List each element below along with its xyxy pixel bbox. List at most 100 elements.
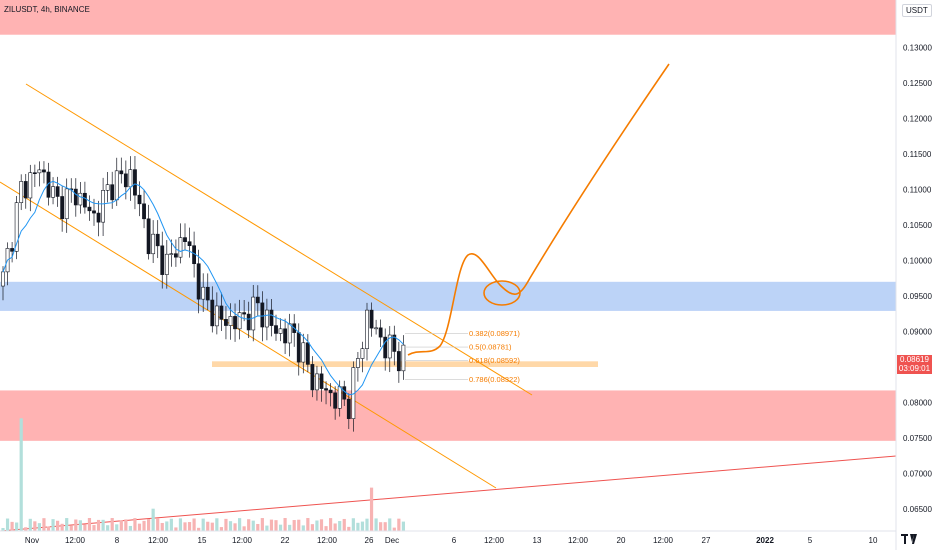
volume-bar [251,520,255,531]
currency-label[interactable]: USDT [902,4,932,17]
x-tick-label: 5 [808,536,813,545]
y-tick-label: 0.12500 [903,79,932,88]
candle-body [133,169,137,196]
candle-body [114,170,119,201]
fib-level-label: 0.5(0.08781) [469,343,512,352]
candle-body [201,286,206,300]
candle-body [92,210,96,214]
volume-bar [151,508,155,531]
x-tick-label: 12:00 [317,536,338,545]
candle-body [1,271,5,287]
tradingview-logo-icon[interactable] [900,531,924,545]
x-tick-label: 12:00 [568,536,589,545]
candle-body [160,245,165,275]
x-tick-label: 13 [533,536,542,545]
volume-bar [219,527,223,531]
volume-bar [142,520,146,531]
volume-bar [147,519,151,531]
volume-bar [128,525,132,531]
candle-body [110,184,115,201]
candle-body [324,388,328,391]
volume-bar [210,522,214,531]
candle-body [305,342,310,365]
volume-bar [379,522,383,531]
candle-body [296,332,301,363]
volume-bar [224,518,228,531]
support-zone [0,390,896,441]
volume-bar [15,522,19,531]
volume-bar [51,519,55,531]
volume-bar [274,520,278,531]
volume-bar [319,519,324,531]
volume-bar [197,527,201,531]
candle-body [246,313,251,331]
candle-body [10,248,15,252]
candle-body [378,327,383,338]
volume-bar [92,525,96,531]
x-tick-label: 12:00 [653,536,674,545]
candle-body [178,237,183,258]
volume-bar [96,519,101,531]
volume-bar [215,518,219,531]
volume-bar [369,487,374,531]
candle-body [119,170,124,175]
volume-bar [101,519,105,531]
fib-level-label: 0.786(0.08322) [469,375,520,384]
volume-bar [356,522,360,531]
candlesticks [1,155,406,432]
volume-bar [206,521,210,531]
volume-bar [374,518,378,531]
candle-body [383,336,388,359]
volume-bar [329,518,333,531]
candle-body [187,241,192,247]
volume-bar [392,527,396,531]
volume-bar [383,522,387,531]
candle-body [46,171,51,198]
volume-bar [137,523,142,531]
volume-bar [83,524,87,531]
volume-bar [19,418,23,531]
volume-bar [233,523,237,531]
candle-body [60,196,65,220]
candle-body [51,186,55,198]
y-tick-label: 0.09500 [903,292,932,301]
price-axis: 0.065000.070000.075000.080000.085000.090… [903,8,932,514]
candle-body [337,386,342,409]
projection-circle [483,280,521,306]
ma-line [2,180,404,396]
volume-bar [228,521,233,531]
volume-bar [56,520,60,531]
candle-body [342,386,347,400]
y-tick-label: 0.07000 [903,470,932,479]
candle-body [42,169,46,173]
candle-body [73,188,78,206]
volume-bar [247,519,251,531]
volume-bar [292,520,296,531]
candle-body [269,309,274,326]
bar-countdown: 03:09:01 [898,364,931,373]
y-tick-label: 0.10000 [903,257,932,266]
candle-body [315,373,319,391]
volume-bar [283,518,287,531]
candle-body [328,389,333,394]
volume-bar [165,521,169,531]
volume-bar [388,518,392,531]
candle-body [123,173,128,188]
volume-bar [65,518,69,531]
volume-bar [33,521,37,531]
rising-trendline [0,455,897,532]
candle-body [242,312,247,315]
candle-body [360,348,365,359]
candle-body [260,302,265,328]
volume-bar [338,521,342,531]
candle-body [64,188,69,220]
volume-bar [124,519,128,531]
candle-body [205,286,210,301]
candle-body [14,202,19,252]
volume-bar [156,518,160,531]
volume-bar [87,518,92,531]
candle-body [224,319,228,326]
volume-bar [10,521,14,531]
volume-bar [74,519,78,531]
